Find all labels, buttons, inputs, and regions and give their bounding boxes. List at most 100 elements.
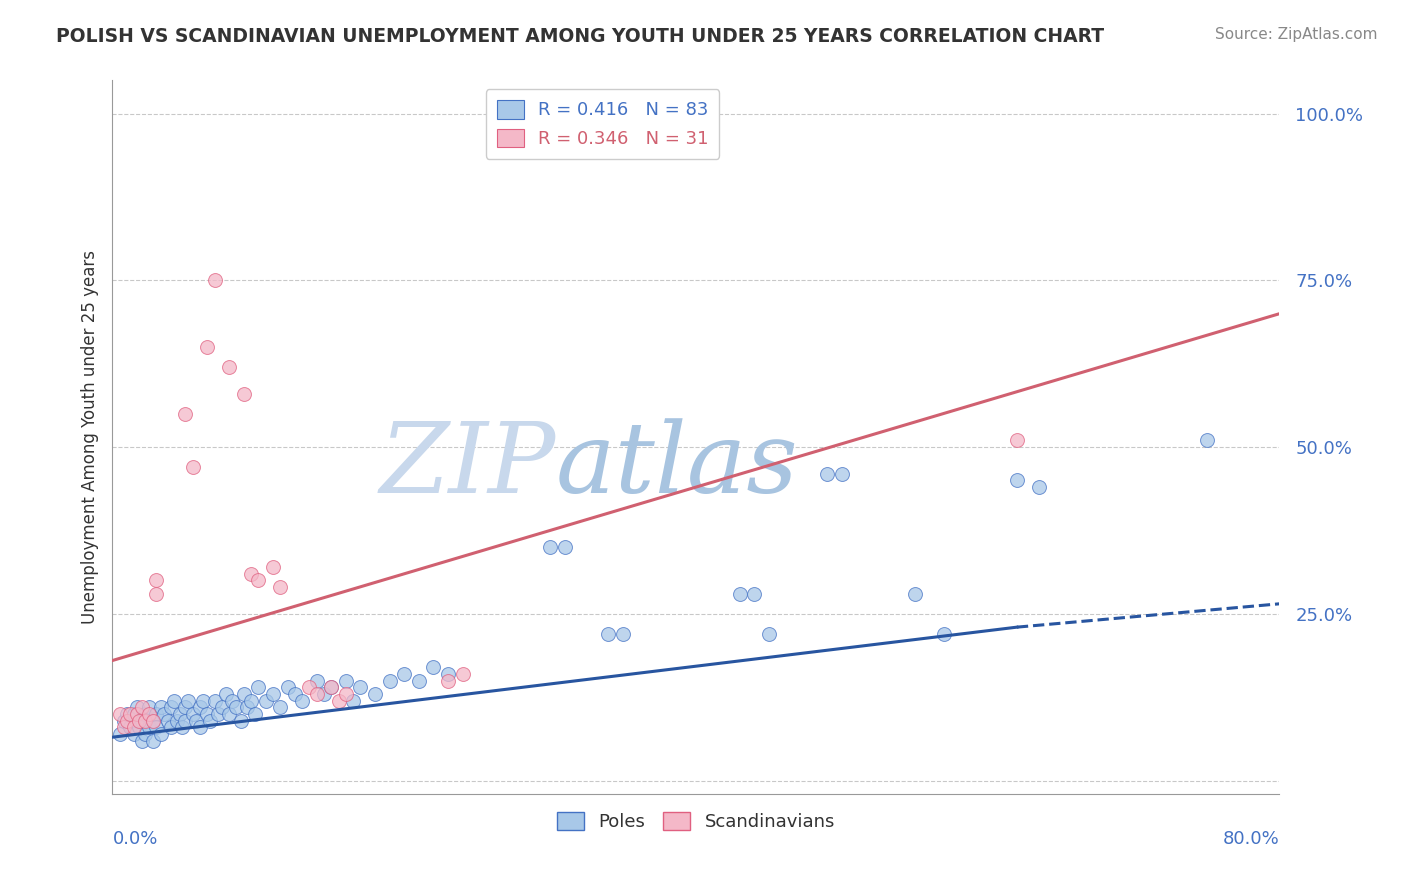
Point — [118, 706, 141, 721]
Point — [229, 714, 252, 728]
Text: POLISH VS SCANDINAVIAN UNEMPLOYMENT AMONG YOUTH UNDER 25 YEARS CORRELATION CHART: POLISH VS SCANDINAVIAN UNEMPLOYMENT AMON… — [56, 27, 1104, 45]
Text: atlas: atlas — [555, 418, 799, 513]
Point — [138, 706, 160, 721]
Point — [225, 700, 247, 714]
Point — [1195, 434, 1218, 448]
Point — [163, 693, 186, 707]
Point — [149, 700, 172, 714]
Point — [160, 700, 183, 714]
Point — [328, 693, 350, 707]
Point — [115, 706, 138, 721]
Point — [815, 467, 838, 481]
Point — [451, 666, 474, 681]
Text: ZIP: ZIP — [380, 418, 555, 513]
Text: 0.0%: 0.0% — [112, 830, 157, 847]
Point — [127, 706, 149, 721]
Point — [145, 706, 167, 721]
Point — [321, 680, 343, 694]
Point — [335, 687, 357, 701]
Point — [245, 706, 267, 721]
Y-axis label: Unemployment Among Youth under 25 years: Unemployment Among Youth under 25 years — [80, 250, 98, 624]
Point — [262, 560, 284, 574]
Point — [904, 587, 927, 601]
Point — [269, 700, 291, 714]
Point — [364, 687, 387, 701]
Point — [118, 720, 141, 734]
Point — [172, 720, 194, 734]
Point — [177, 693, 200, 707]
Point — [108, 727, 131, 741]
Point — [149, 727, 172, 741]
Point — [188, 720, 211, 734]
Point — [115, 714, 138, 728]
Point — [174, 714, 197, 728]
Point — [142, 714, 165, 728]
Point — [127, 700, 149, 714]
Point — [291, 693, 314, 707]
Point — [342, 693, 364, 707]
Point — [145, 587, 167, 601]
Point — [181, 706, 204, 721]
Point — [394, 666, 416, 681]
Point — [124, 720, 146, 734]
Point — [174, 407, 197, 421]
Point — [145, 574, 167, 588]
Point — [831, 467, 853, 481]
Point — [218, 706, 240, 721]
Point — [728, 587, 751, 601]
Point — [437, 673, 460, 688]
Point — [134, 706, 156, 721]
Point — [174, 700, 197, 714]
Point — [218, 359, 240, 374]
Point — [166, 714, 188, 728]
Point — [932, 627, 955, 641]
Point — [276, 680, 298, 694]
Point — [184, 714, 207, 728]
Point — [232, 687, 254, 701]
Point — [131, 733, 153, 747]
Point — [612, 627, 634, 641]
Point — [538, 540, 561, 554]
Point — [131, 714, 153, 728]
Point — [152, 706, 174, 721]
Point — [254, 693, 277, 707]
Point — [204, 693, 226, 707]
Point — [335, 673, 357, 688]
Point — [247, 680, 270, 694]
Point — [240, 693, 263, 707]
Point — [207, 706, 229, 721]
Point — [554, 540, 576, 554]
Point — [742, 587, 765, 601]
Point — [138, 720, 160, 734]
Point — [422, 660, 444, 674]
Point — [1028, 480, 1050, 494]
Point — [312, 687, 335, 701]
Point — [134, 714, 156, 728]
Point — [169, 706, 191, 721]
Point — [378, 673, 401, 688]
Point — [181, 460, 204, 475]
Point — [145, 720, 167, 734]
Point — [108, 706, 131, 721]
Point — [247, 574, 270, 588]
Point — [305, 687, 328, 701]
Point — [232, 386, 254, 401]
Point — [758, 627, 780, 641]
Point — [131, 700, 153, 714]
Point — [204, 273, 226, 287]
Point — [262, 687, 284, 701]
Point — [124, 727, 146, 741]
Point — [269, 580, 291, 594]
Point — [128, 714, 150, 728]
Point — [160, 720, 183, 734]
Point — [112, 714, 135, 728]
Point — [195, 706, 218, 721]
Point — [598, 627, 620, 641]
Text: 80.0%: 80.0% — [1223, 830, 1279, 847]
Point — [298, 680, 321, 694]
Point — [305, 673, 328, 688]
Point — [134, 727, 156, 741]
Point — [191, 693, 214, 707]
Point — [221, 693, 243, 707]
Point — [437, 666, 460, 681]
